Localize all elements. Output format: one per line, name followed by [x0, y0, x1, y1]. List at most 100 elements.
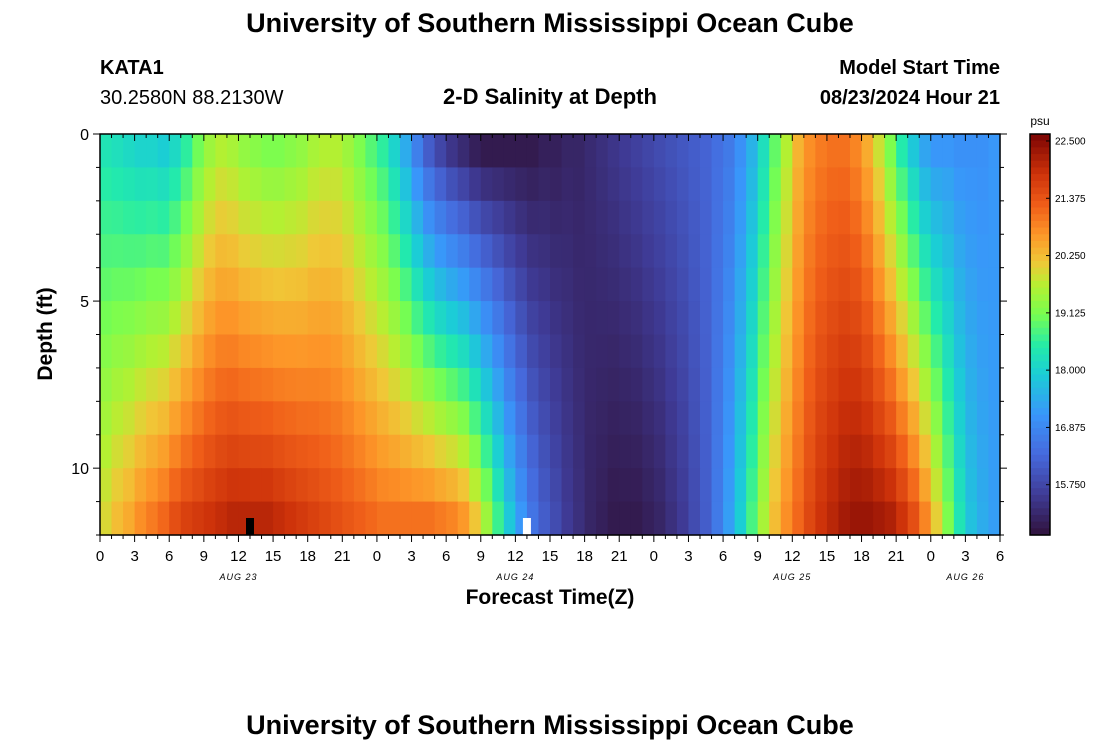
heatmap-cell: [607, 200, 620, 235]
heatmap-cell: [942, 367, 955, 402]
heatmap-cell: [746, 434, 759, 469]
heatmap-cell: [965, 501, 978, 536]
heatmap-cell: [734, 167, 747, 202]
heatmap-cell: [792, 301, 805, 336]
heatmap-cell: [907, 334, 920, 369]
heatmap-cell: [792, 401, 805, 436]
heatmap-cell: [526, 167, 540, 202]
heatmap-cell: [423, 167, 436, 202]
heatmap-cell: [215, 200, 228, 235]
heatmap-cell: [376, 234, 390, 269]
heatmap-cell: [711, 167, 724, 202]
heatmap-cell: [157, 134, 170, 169]
heatmap-cell: [711, 234, 724, 269]
heatmap-cell: [930, 134, 943, 169]
heatmap-cell: [342, 367, 355, 402]
heatmap-cell: [780, 434, 793, 469]
heatmap-cell: [215, 167, 228, 202]
date-label: AUG 25: [772, 572, 811, 582]
heatmap-cell: [988, 468, 1001, 503]
heatmap-cell: [480, 334, 493, 369]
heatmap-cell: [238, 267, 251, 302]
heatmap-cell: [850, 367, 863, 402]
heatmap-cell: [723, 501, 736, 536]
heatmap-cell: [365, 334, 378, 369]
heatmap-cell: [400, 267, 413, 302]
heatmap-cell: [123, 167, 136, 202]
heatmap-cell: [284, 134, 297, 169]
heatmap-cell: [457, 401, 470, 436]
heatmap-cell: [169, 468, 182, 503]
heatmap-cell: [100, 134, 113, 169]
heatmap-cell: [976, 501, 990, 536]
heatmap-cell: [688, 501, 701, 536]
heatmap-cell: [907, 501, 920, 536]
colorbar-segment: [1030, 281, 1050, 289]
model-start-value: 08/23/2024 Hour 21: [819, 87, 1000, 109]
heatmap-cell: [376, 167, 390, 202]
heatmap-cell: [423, 234, 436, 269]
heatmap-cell: [630, 434, 643, 469]
heatmap-cell: [307, 468, 320, 503]
heatmap-cell: [676, 134, 690, 169]
heatmap-cell: [919, 301, 932, 336]
heatmap-cell: [642, 234, 655, 269]
heatmap-cell: [642, 134, 655, 169]
heatmap-cell: [538, 301, 551, 336]
colorbar-tick-label: 18.000: [1055, 366, 1086, 377]
heatmap-cell: [607, 468, 620, 503]
heatmap-cell: [550, 234, 563, 269]
heatmap-cell: [526, 401, 540, 436]
heatmap-cell: [619, 434, 632, 469]
heatmap-cell: [526, 200, 540, 235]
heatmap-cell: [434, 501, 447, 536]
heatmap-cell: [169, 434, 182, 469]
heatmap-cell: [757, 267, 770, 302]
heatmap-cell: [123, 267, 136, 302]
heatmap-cell: [907, 267, 920, 302]
heatmap-cell: [861, 334, 874, 369]
heatmap-cell: [538, 234, 551, 269]
heatmap-cell: [307, 301, 320, 336]
heatmap-cell: [826, 334, 840, 369]
heatmap-cell: [192, 434, 205, 469]
heatmap-cell: [157, 434, 170, 469]
heatmap-cell: [180, 334, 193, 369]
heatmap-cell: [319, 134, 332, 169]
heatmap-cell: [480, 501, 493, 536]
heatmap-cell: [769, 301, 782, 336]
heatmap-cell: [584, 367, 597, 402]
heatmap-cell: [469, 367, 482, 402]
heatmap-cell: [700, 334, 713, 369]
heatmap-cell: [584, 434, 597, 469]
heatmap-cell: [757, 334, 770, 369]
heatmap-cell: [284, 434, 297, 469]
heatmap-cell: [630, 367, 643, 402]
heatmap-cell: [146, 234, 159, 269]
colorbar-segment: [1030, 361, 1050, 369]
heatmap-cell: [561, 167, 574, 202]
heatmap-cell: [826, 234, 840, 269]
heatmap-cell: [203, 167, 216, 202]
heatmap-cell: [538, 167, 551, 202]
heatmap-cell: [238, 401, 251, 436]
heatmap-cell: [365, 200, 378, 235]
heatmap-cell: [100, 501, 113, 536]
heatmap-cell: [480, 301, 493, 336]
heatmap-cell: [803, 501, 816, 536]
heatmap-cell: [100, 434, 113, 469]
heatmap-cell: [273, 468, 286, 503]
heatmap-cell: [284, 267, 297, 302]
colorbar-segment: [1030, 441, 1050, 449]
heatmap-cell: [884, 301, 897, 336]
x-tick-label: 18: [576, 548, 593, 565]
heatmap-cell: [942, 301, 955, 336]
heatmap-cell: [469, 134, 482, 169]
heatmap-cell: [826, 267, 840, 302]
heatmap-cell: [538, 468, 551, 503]
heatmap-cell: [757, 134, 770, 169]
heatmap-cell: [238, 468, 251, 503]
y-tick-label: 10: [71, 461, 89, 478]
heatmap-cell: [226, 134, 240, 169]
heatmap-cell: [515, 434, 528, 469]
